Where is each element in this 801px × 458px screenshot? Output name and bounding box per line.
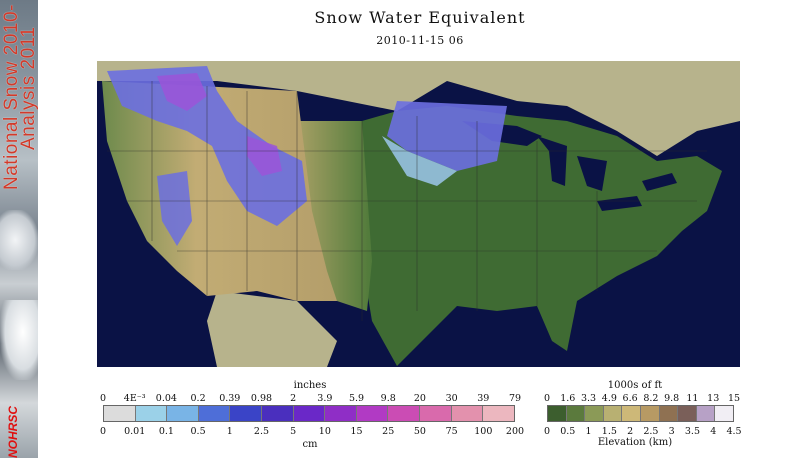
swe-inch-tick: 0.04	[155, 393, 177, 404]
elev-color-swatch	[659, 406, 679, 421]
elev-color-swatch	[678, 406, 697, 421]
swe-color-swatch	[198, 406, 231, 421]
state-borders	[107, 81, 707, 321]
swe-cm-tick: 1	[226, 426, 233, 437]
elev-km-tick: 2	[627, 426, 634, 437]
elev-colorbar	[547, 405, 734, 422]
sidebar-banner: National Snow 2010- Analysis 2011 NOHRSC	[0, 0, 38, 458]
elev-ft-tick: 11	[686, 393, 699, 404]
elev-color-swatch	[548, 406, 567, 421]
map-timestamp: 2010-11-15 06	[376, 34, 464, 47]
elev-km-ticks: 0 0.5 1 1.5 2 2.5 3 3.5 4 4.5	[543, 426, 742, 438]
swe-colorbar	[103, 405, 515, 422]
elev-units-ft: 1000s of ft	[607, 380, 663, 391]
sidebar-photo-snow	[0, 300, 38, 380]
swe-cm-tick: 25	[382, 426, 395, 437]
swe-inch-ticks: 0 4E⁻³ 0.04 0.2 0.39 0.98 2 3.9 5.9 9.8 20 30 39 79	[99, 393, 521, 405]
elev-color-swatch	[696, 406, 716, 421]
elev-color-swatch	[640, 406, 660, 421]
elev-color-swatch	[603, 406, 623, 421]
elev-color-swatch	[715, 406, 733, 421]
swe-color-swatch	[293, 406, 326, 421]
elev-km-tick: 4	[710, 426, 717, 437]
swe-color-swatch	[451, 406, 484, 421]
swe-cm-tick: 50	[413, 426, 426, 437]
elev-ft-tick: 1.6	[560, 393, 576, 404]
swe-color-swatch	[135, 406, 168, 421]
swe-color-swatch	[420, 406, 452, 421]
swe-color-swatch	[262, 406, 294, 421]
swe-cm-tick: 2.5	[253, 426, 270, 437]
elev-color-swatch	[566, 406, 586, 421]
swe-cm-tick: 0.1	[158, 426, 174, 437]
elev-ft-tick: 9.8	[664, 393, 680, 404]
swe-inch-tick: 79	[508, 393, 522, 404]
elev-ft-tick: 0	[543, 393, 551, 404]
nohrsc-logo: NOHRSC	[6, 405, 20, 458]
swe-cm-tick: 200	[505, 426, 525, 437]
sidebar-photo-snow	[0, 210, 38, 270]
swe-inch-tick: 3.9	[317, 393, 333, 404]
swe-inch-tick: 0.98	[250, 393, 273, 404]
swe-inch-tick: 2	[290, 393, 297, 404]
elev-ft-tick: 8.2	[643, 393, 659, 404]
elev-km-tick: 1	[585, 426, 592, 437]
swe-cm-tick: 0.5	[190, 426, 206, 437]
elev-units-km: Elevation (km)	[597, 437, 673, 448]
elev-km-tick: 3.5	[684, 426, 700, 437]
swe-inch-tick: 20	[413, 393, 426, 404]
sidebar-title: National Snow 2010- Analysis 2011	[1, 4, 38, 190]
swe-map	[97, 61, 740, 367]
sidebar-title-line2: Analysis 2011	[18, 26, 38, 150]
great-lakes	[462, 121, 677, 211]
elev-ft-tick: 15	[727, 393, 741, 404]
swe-cm-tick: 0.01	[124, 426, 146, 437]
swe-color-swatch	[356, 406, 389, 421]
swe-color-swatch	[325, 406, 357, 421]
elev-km-tick: 4.5	[726, 426, 742, 437]
elev-km-tick: 3	[668, 426, 675, 437]
swe-inch-tick: 5.9	[348, 393, 365, 404]
us-land-west	[102, 81, 337, 301]
swe-cm-tick: 100	[474, 426, 493, 437]
elev-km-tick: 2.5	[643, 426, 659, 437]
swe-color-swatch	[167, 406, 199, 421]
swe-cm-tick: 75	[445, 426, 458, 437]
elev-ft-tick: 13	[707, 393, 720, 404]
canada-mexico-land	[97, 61, 740, 367]
snow-cover-light	[382, 136, 457, 186]
swe-cm-tick: 10	[318, 426, 331, 437]
swe-cm-tick: 0	[99, 426, 107, 437]
swe-units-inches: inches	[293, 380, 327, 391]
swe-inch-tick: 0	[99, 393, 107, 404]
swe-units-cm: cm	[302, 439, 318, 450]
elev-ft-tick: 6.6	[622, 393, 638, 404]
swe-color-swatch	[483, 406, 514, 421]
swe-color-swatch	[104, 406, 136, 421]
snow-cover-sierra	[157, 171, 192, 246]
elev-color-swatch	[622, 406, 641, 421]
swe-inch-tick: 4E⁻³	[123, 393, 146, 404]
elev-km-tick: 1.5	[601, 426, 617, 437]
elev-km-tick: 0.5	[560, 426, 576, 437]
swe-cm-tick: 5	[290, 426, 297, 437]
swe-inch-tick: 39	[477, 393, 490, 404]
elev-ft-tick: 3.3	[580, 393, 597, 404]
swe-inch-tick: 30	[445, 393, 458, 404]
swe-inch-tick: 0.39	[219, 393, 241, 404]
elev-km-tick: 0	[543, 426, 551, 437]
snow-cover-rockies	[107, 66, 307, 226]
snow-cover-heavy	[157, 73, 282, 176]
elev-ft-tick: 4.9	[601, 393, 617, 404]
swe-color-swatch	[388, 406, 421, 421]
swe-cm-tick: 15	[350, 426, 363, 437]
elev-ft-ticks: 0 1.6 3.3 4.9 6.6 8.2 9.8 11 13 15	[543, 393, 740, 405]
map-title: Snow Water Equivalent	[314, 8, 526, 27]
swe-inch-tick: 0.2	[190, 393, 206, 404]
swe-inch-tick: 9.8	[380, 393, 396, 404]
swe-cm-ticks: 0 0.01 0.1 0.5 1 2.5 5 10 15 25 50 75 100 200	[99, 426, 524, 438]
elev-color-swatch	[585, 406, 604, 421]
swe-color-swatch	[230, 406, 263, 421]
